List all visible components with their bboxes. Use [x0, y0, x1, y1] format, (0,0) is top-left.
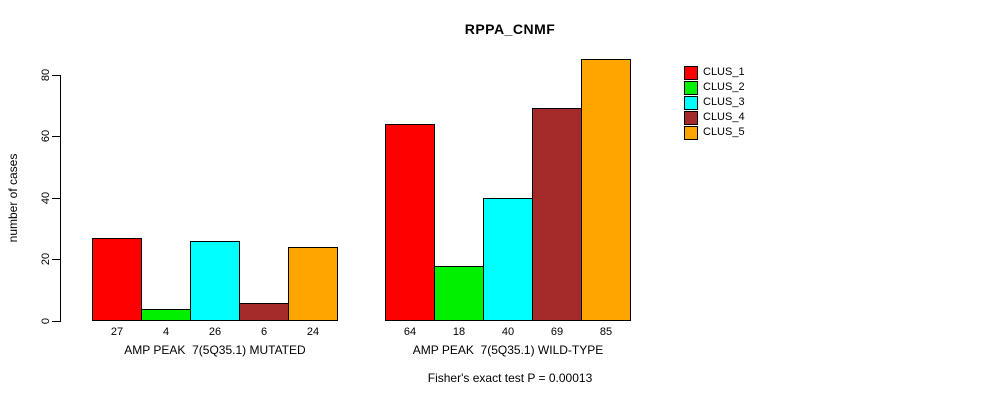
bar-clus_4-group2 [532, 108, 582, 321]
bar-value-label: 40 [501, 326, 515, 338]
bar-value-label: 64 [403, 326, 417, 338]
y-tick-label: 20 [40, 252, 52, 266]
bar-value-label: 4 [162, 326, 170, 338]
y-tick [52, 136, 60, 137]
bar-clus_2-group2 [434, 266, 484, 321]
bar-clus_5-group2 [581, 59, 631, 321]
bar-value-label: 27 [110, 326, 124, 338]
bar-clus_1-group2 [385, 124, 435, 321]
y-tick [52, 259, 60, 260]
legend-swatch-icon [684, 96, 698, 110]
x-group-label: AMP PEAK 7(5Q35.1) WILD-TYPE [412, 343, 604, 357]
bar-clus_4-group1 [239, 303, 289, 321]
legend-label: CLUS_3 [703, 96, 745, 108]
y-tick-label: 40 [40, 191, 52, 205]
legend-swatch-icon [684, 126, 698, 140]
bar-clus_1-group1 [92, 238, 142, 321]
y-axis-line [60, 75, 61, 322]
legend-swatch-icon [684, 66, 698, 80]
bar-value-label: 18 [452, 326, 466, 338]
bar-clus_3-group2 [483, 198, 533, 321]
legend-label: CLUS_2 [703, 81, 745, 93]
y-tick [52, 198, 60, 199]
legend-swatch-icon [684, 81, 698, 95]
legend-swatch-icon [684, 111, 698, 125]
bar-value-label: 69 [550, 326, 564, 338]
bar-value-label: 85 [599, 326, 613, 338]
y-tick-label: 60 [40, 129, 52, 143]
bar-clus_5-group1 [288, 247, 338, 321]
y-tick [52, 321, 60, 322]
bar-value-label: 26 [208, 326, 222, 338]
y-tick [52, 75, 60, 76]
bar-clus_2-group1 [141, 309, 191, 321]
legend-label: CLUS_1 [703, 66, 745, 78]
y-axis-label: number of cases [6, 153, 20, 243]
bar-value-label: 6 [260, 326, 268, 338]
y-tick-label: 0 [40, 317, 52, 325]
bar-clus_3-group1 [190, 241, 240, 321]
footer-annotation: Fisher's exact test P = 0.00013 [427, 371, 593, 385]
legend-label: CLUS_4 [703, 111, 745, 123]
x-group-label: AMP PEAK 7(5Q35.1) MUTATED [124, 343, 306, 357]
bar-value-label: 24 [306, 326, 320, 338]
y-tick-label: 80 [40, 68, 52, 82]
chart-title: RPPA_CNMF [464, 21, 556, 37]
legend-label: CLUS_5 [703, 126, 745, 138]
